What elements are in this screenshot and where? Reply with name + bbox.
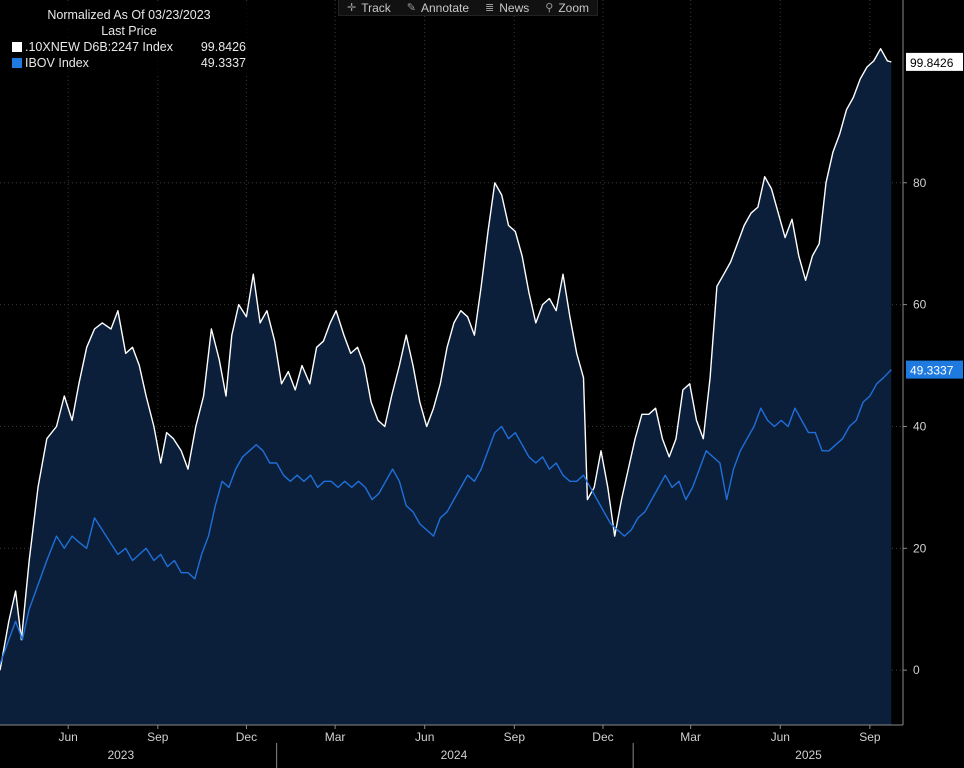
- legend-entry-name: .10XNEW D6B:2247 Index: [25, 40, 173, 54]
- y-tick-label: 80: [913, 176, 927, 190]
- last-value-badge: [906, 360, 963, 379]
- x-tick-label: Sep: [147, 730, 169, 744]
- legend-subheader: Last Price: [101, 24, 157, 38]
- x-tick-label: Dec: [592, 730, 613, 744]
- track-button[interactable]: ✛ Track: [339, 0, 399, 15]
- series-area-fill: [0, 48, 892, 725]
- x-tick-label: Jun: [415, 730, 434, 744]
- y-tick-label: 20: [913, 541, 927, 555]
- annotate-label: Annotate: [421, 0, 470, 15]
- series-lines: [0, 48, 892, 671]
- crosshair-icon: ✛: [347, 2, 357, 14]
- x-tick-label: Sep: [504, 730, 526, 744]
- legend-entry-name: IBOV Index: [25, 56, 89, 70]
- magnifier-icon: ⚲: [545, 2, 554, 14]
- zoom-label: Zoom: [558, 0, 590, 15]
- year-label: 2023: [107, 748, 134, 762]
- y-tick-label: 60: [913, 298, 927, 312]
- last-value-badge: [906, 52, 963, 71]
- track-label: Track: [361, 0, 391, 15]
- x-tick-label: Jun: [59, 730, 78, 744]
- news-icon: ≣: [485, 2, 495, 14]
- annotate-button[interactable]: ✎ Annotate: [399, 0, 477, 15]
- legend-entry-value: 49.3337: [200, 56, 246, 70]
- chart-toolbar: ✛ Track ✎ Annotate ≣ News ⚲ Zoom: [338, 0, 599, 16]
- x-tick-label: Mar: [680, 730, 701, 744]
- series-line: [0, 369, 892, 665]
- last-value-badges: 99.8426 49.3337: [906, 52, 963, 379]
- legend-swatch: [12, 42, 22, 52]
- series-line: [0, 48, 892, 671]
- year-label: 2025: [795, 748, 822, 762]
- legend-header: Normalized As Of 03/23/2023: [47, 8, 211, 22]
- legend-entry[interactable]: .10XNEW D6B:2247 Index 99.8426: [12, 39, 246, 55]
- x-tick-label: Mar: [325, 730, 346, 744]
- x-tick-label: Dec: [236, 730, 257, 744]
- y-tick-label: 0: [913, 663, 920, 677]
- last-value-label: 99.8426: [910, 56, 954, 70]
- last-value-label: 49.3337: [910, 364, 954, 378]
- zoom-button[interactable]: ⚲ Zoom: [537, 0, 597, 15]
- x-tick-label: Jun: [771, 730, 790, 744]
- chart-axes: 0 20 40 60 80 Jun Sep Dec Mar Jun Sep Dec Mar Jun Sep 2…: [0, 0, 927, 768]
- pencil-icon: ✎: [406, 2, 416, 14]
- legend-entry-value: 99.8426: [200, 40, 246, 54]
- x-tick-label: Sep: [859, 730, 881, 744]
- year-label: 2024: [441, 748, 468, 762]
- legend-swatch: [12, 58, 22, 68]
- news-button[interactable]: ≣ News: [477, 0, 537, 15]
- chart-legend: Normalized As Of 03/23/2023 Last Price .…: [4, 4, 252, 73]
- legend-entry[interactable]: IBOV Index 49.3337: [12, 55, 246, 71]
- y-tick-label: 40: [913, 419, 927, 433]
- news-label: News: [499, 0, 530, 15]
